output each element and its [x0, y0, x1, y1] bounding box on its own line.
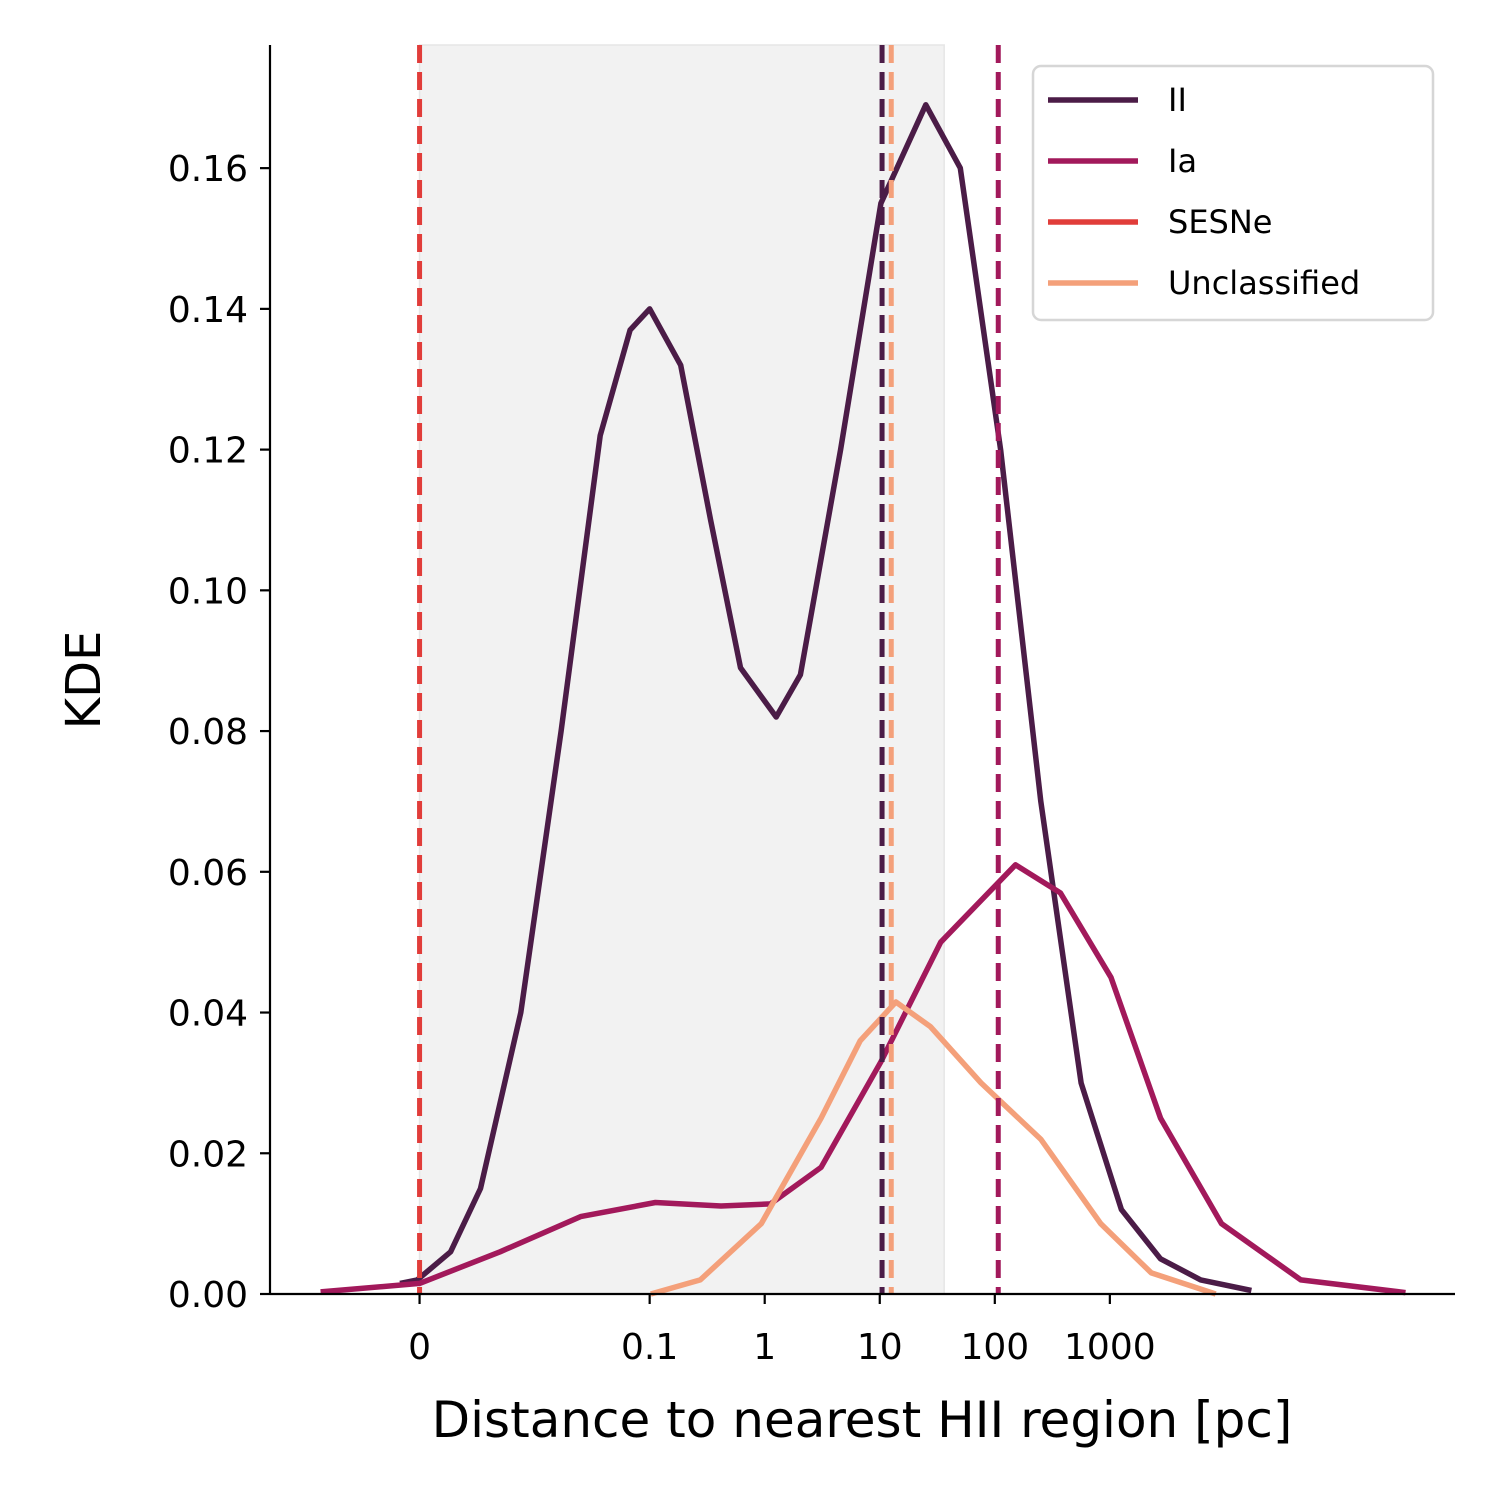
- y-tick-label: 0.10: [168, 571, 248, 612]
- x-tick-label: 1000: [1064, 1327, 1156, 1368]
- y-tick-label: 0.12: [168, 431, 248, 472]
- y-tick-label: 0.04: [168, 994, 248, 1035]
- x-axis-label: Distance to nearest HII region [pc]: [432, 1391, 1293, 1449]
- shaded-region: [418, 44, 945, 1295]
- y-tick-label: 0.02: [168, 1134, 248, 1175]
- x-tick-label: 0.1: [621, 1327, 678, 1368]
- y-tick-label: 0.06: [168, 853, 248, 894]
- y-tick-label: 0.08: [168, 712, 248, 753]
- legend-label: SESNe: [1168, 203, 1272, 241]
- y-tick-label: 0.14: [168, 290, 248, 331]
- y-tick-label: 0.16: [168, 149, 248, 190]
- y-tick-label: 0.00: [168, 1275, 248, 1316]
- legend-label: II: [1168, 81, 1187, 119]
- x-tick-label: 100: [960, 1327, 1029, 1368]
- kde-line: [650, 999, 1217, 1297]
- x-tick-label: 10: [857, 1327, 903, 1368]
- legend-label: Ia: [1168, 142, 1197, 180]
- legend-label: Unclassified: [1168, 264, 1360, 302]
- y-axis-label: KDE: [56, 631, 112, 730]
- x-tick-label: 1: [753, 1327, 776, 1368]
- kde-line: [399, 102, 1252, 1294]
- legend-box: [1031, 64, 1435, 322]
- x-tick-label: 0: [408, 1327, 431, 1368]
